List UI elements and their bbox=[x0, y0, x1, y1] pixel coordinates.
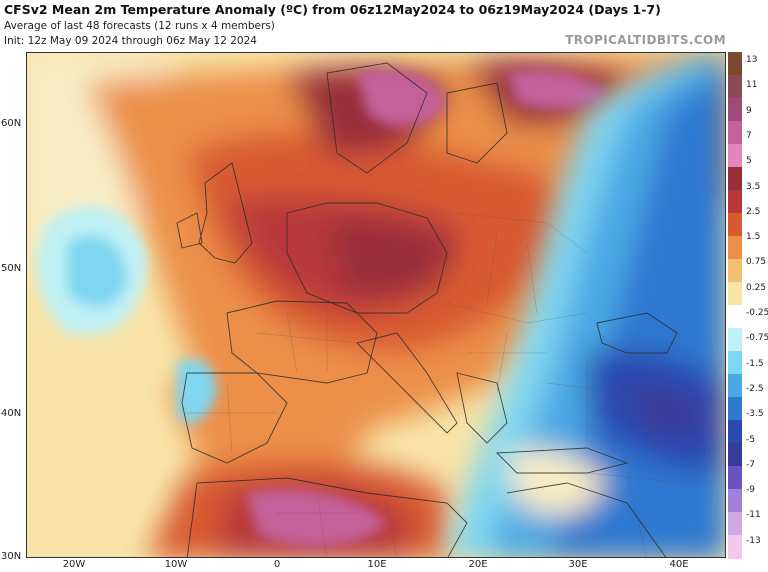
lon-label-20e: 20E bbox=[468, 559, 488, 570]
colorbar-cell bbox=[728, 167, 742, 191]
colorbar-label: -9 bbox=[746, 485, 755, 496]
lon-label-20w: 20W bbox=[62, 559, 86, 570]
colorbar bbox=[728, 52, 742, 559]
colorbar-label: 13 bbox=[746, 55, 758, 65]
lat-label-40n: 40N bbox=[1, 408, 22, 419]
colorbar-label: -0.25 bbox=[746, 308, 768, 318]
lon-label-40e: 40E bbox=[669, 559, 689, 570]
map-title: CFSv2 Mean 2m Temperature Anomaly (ºC) f… bbox=[4, 2, 661, 17]
anomaly-map bbox=[26, 52, 726, 558]
header: CFSv2 Mean 2m Temperature Anomaly (ºC) f… bbox=[4, 0, 764, 52]
colorbar-label: -5 bbox=[746, 434, 755, 445]
lat-label-50n: 50N bbox=[1, 263, 22, 274]
colorbar-label: -0.75 bbox=[746, 333, 768, 344]
colorbar-label: 9 bbox=[746, 105, 752, 116]
colorbar-cell bbox=[728, 374, 742, 398]
lon-label-0: 0 bbox=[273, 559, 281, 570]
colorbar-label: 3.5 bbox=[746, 181, 761, 192]
colorbar-label: 7 bbox=[746, 130, 752, 141]
colorbar-cell bbox=[728, 328, 742, 352]
colorbar-cell bbox=[728, 535, 742, 559]
colorbar-cell bbox=[728, 489, 742, 513]
colorbar-cell bbox=[728, 466, 742, 490]
map-subtitle-init: Init: 12z May 09 2024 through 06z May 12… bbox=[4, 35, 257, 47]
colorbar-cell bbox=[728, 213, 742, 237]
colorbar-label: -1.5 bbox=[746, 358, 764, 369]
lat-label-30n: 30N bbox=[1, 551, 22, 562]
lon-label-10w: 10W bbox=[164, 559, 188, 570]
anomaly-field bbox=[27, 53, 725, 557]
colorbar-cell bbox=[728, 144, 742, 168]
colorbar-cell bbox=[728, 305, 742, 329]
colorbar-cell bbox=[728, 282, 742, 306]
colorbar-cell bbox=[728, 512, 742, 536]
colorbar-cell bbox=[728, 351, 742, 375]
colorbar-cell bbox=[728, 98, 742, 122]
colorbar-label: -2.5 bbox=[746, 383, 764, 394]
colorbar-cell bbox=[728, 420, 742, 444]
lon-label-10e: 10E bbox=[367, 559, 387, 570]
colorbar-label: -13 bbox=[746, 535, 761, 546]
lat-label-60n: 60N bbox=[1, 118, 22, 129]
colorbar-cell bbox=[728, 190, 742, 214]
lon-label-30e: 30E bbox=[568, 559, 588, 570]
colorbar-label: 0.25 bbox=[746, 282, 767, 293]
colorbar-label: -3.5 bbox=[746, 409, 764, 420]
brand-watermark: TROPICALTIDBITS.COM bbox=[565, 33, 726, 47]
colorbar-cell bbox=[728, 121, 742, 145]
colorbar-label: 2.5 bbox=[746, 206, 761, 217]
colorbar-label: 5 bbox=[746, 156, 752, 167]
colorbar-label: -11 bbox=[746, 510, 761, 521]
colorbar-label: -7 bbox=[746, 459, 755, 470]
colorbar-cell bbox=[728, 259, 742, 283]
colorbar-cell bbox=[728, 397, 742, 421]
colorbar-label: 11 bbox=[746, 80, 758, 91]
colorbar-cell bbox=[728, 443, 742, 467]
colorbar-label: 1.5 bbox=[746, 232, 761, 243]
map-subtitle-forecasts: Average of last 48 forecasts (12 runs x … bbox=[4, 20, 275, 32]
colorbar-cell bbox=[728, 52, 742, 76]
colorbar-label: 0.75 bbox=[746, 257, 767, 268]
colorbar-cell bbox=[728, 236, 742, 260]
colorbar-cell bbox=[728, 75, 742, 99]
